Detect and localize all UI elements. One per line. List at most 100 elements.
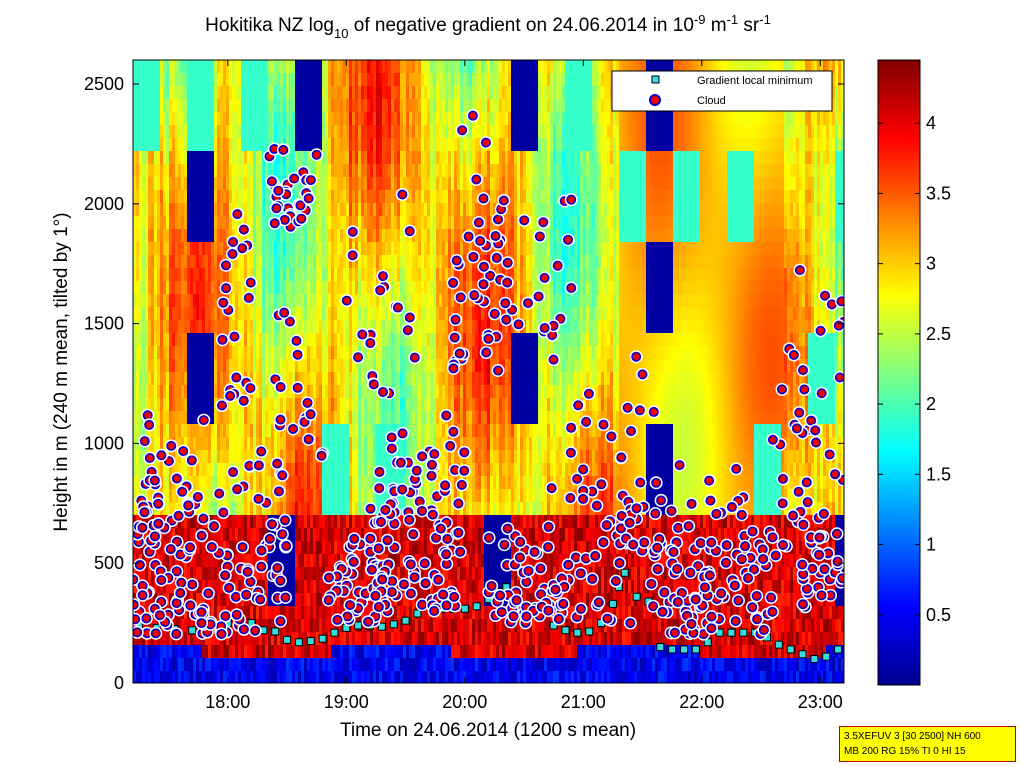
heatmap-cell xyxy=(295,476,299,490)
heatmap-cell xyxy=(346,502,350,516)
heatmap-cell xyxy=(313,463,317,477)
heatmap-cell xyxy=(433,437,437,451)
heatmap-cell xyxy=(316,437,320,451)
heatmap-cell xyxy=(316,112,320,126)
heatmap-cell xyxy=(328,151,332,165)
heatmap-cell xyxy=(319,86,323,100)
heatmap-cell xyxy=(382,73,386,87)
heatmap-cell xyxy=(370,385,374,399)
heatmap-cell xyxy=(427,320,431,334)
heatmap-cell xyxy=(433,60,437,74)
heatmap-cell xyxy=(343,554,347,568)
heatmap-cell xyxy=(196,567,200,581)
heatmap-cell xyxy=(400,333,404,347)
heatmap-cell xyxy=(424,541,428,555)
heatmap-cell xyxy=(232,60,236,74)
heatmap-cell xyxy=(190,112,194,126)
heatmap-cell xyxy=(175,99,179,113)
heatmap-cell xyxy=(442,502,446,516)
heatmap-cell xyxy=(430,242,434,256)
heatmap-cell xyxy=(310,424,314,438)
heatmap-cell xyxy=(184,281,188,295)
heatmap-cell xyxy=(211,528,215,542)
heatmap-cell xyxy=(160,229,164,243)
heatmap-cell xyxy=(409,138,413,152)
heatmap-cell xyxy=(322,645,326,659)
heatmap-cell xyxy=(232,281,236,295)
heatmap-cell xyxy=(370,112,374,126)
heatmap-cell xyxy=(301,658,305,672)
heatmap-cell xyxy=(259,125,263,139)
heatmap-cell xyxy=(367,125,371,139)
heatmap-cell xyxy=(163,73,167,87)
heatmap-cell xyxy=(400,73,404,87)
heatmap-cell xyxy=(343,112,347,126)
heatmap-cell xyxy=(397,463,401,477)
heatmap-cell xyxy=(436,281,440,295)
heatmap-cell xyxy=(253,281,257,295)
heatmap-cell xyxy=(295,450,299,464)
heatmap-cell xyxy=(229,632,233,646)
heatmap-cell xyxy=(409,255,413,269)
heatmap-cell xyxy=(433,242,437,256)
heatmap-cell xyxy=(388,86,392,100)
heatmap-cell xyxy=(337,151,341,165)
heatmap-cell xyxy=(178,164,182,178)
heatmap-cell xyxy=(352,86,356,100)
heatmap-cell xyxy=(232,437,236,451)
heatmap-cell xyxy=(304,60,308,74)
heatmap-cell xyxy=(307,242,311,256)
heatmap-cell xyxy=(157,320,161,334)
heatmap-cell xyxy=(310,242,314,256)
heatmap-cell xyxy=(319,372,323,386)
heatmap-cell xyxy=(385,125,389,139)
heatmap-cell xyxy=(370,216,374,230)
heatmap-cell xyxy=(355,112,359,126)
heatmap-cell xyxy=(331,437,335,451)
heatmap-cell xyxy=(349,437,353,451)
heatmap-cell xyxy=(409,398,413,412)
heatmap-cell xyxy=(343,177,347,191)
heatmap-cell xyxy=(169,411,173,425)
heatmap-cell xyxy=(160,216,164,230)
heatmap-cell xyxy=(310,216,314,230)
heatmap-cell xyxy=(397,632,401,646)
heatmap-cell xyxy=(334,489,338,503)
heatmap-cell xyxy=(331,476,335,490)
heatmap-cell xyxy=(235,190,239,204)
heatmap-cell xyxy=(355,307,359,321)
heatmap-cell xyxy=(220,463,224,477)
heatmap-cell xyxy=(271,281,275,295)
heatmap-cell xyxy=(427,307,431,321)
heatmap-cell xyxy=(256,411,260,425)
heatmap-cell xyxy=(214,385,218,399)
heatmap-cell xyxy=(160,658,164,672)
heatmap-cell xyxy=(181,190,185,204)
heatmap-cell xyxy=(196,632,200,646)
heatmap-cell xyxy=(262,164,266,178)
heatmap-cell xyxy=(292,645,296,659)
heatmap-cell xyxy=(151,658,155,672)
heatmap-cell xyxy=(322,203,326,217)
heatmap-cell xyxy=(301,437,305,451)
heatmap-cell xyxy=(289,450,293,464)
heatmap-cell xyxy=(274,73,278,87)
heatmap-cell xyxy=(349,372,353,386)
heatmap-cell xyxy=(298,476,302,490)
heatmap-cell xyxy=(430,73,434,87)
heatmap-cell xyxy=(328,320,332,334)
heatmap-cell xyxy=(322,255,326,269)
heatmap-cell xyxy=(151,281,155,295)
heatmap-cell xyxy=(442,229,446,243)
heatmap-cell xyxy=(424,606,428,620)
heatmap-cell xyxy=(319,593,323,607)
heatmap-cell xyxy=(352,580,356,594)
heatmap-cell xyxy=(172,320,176,334)
heatmap-cell xyxy=(334,424,338,438)
heatmap-cell xyxy=(262,60,266,74)
heatmap-cell xyxy=(220,450,224,464)
heatmap-cell xyxy=(223,437,227,451)
heatmap-cell xyxy=(190,60,194,74)
heatmap-cell xyxy=(274,658,278,672)
heatmap-cell xyxy=(226,86,230,100)
